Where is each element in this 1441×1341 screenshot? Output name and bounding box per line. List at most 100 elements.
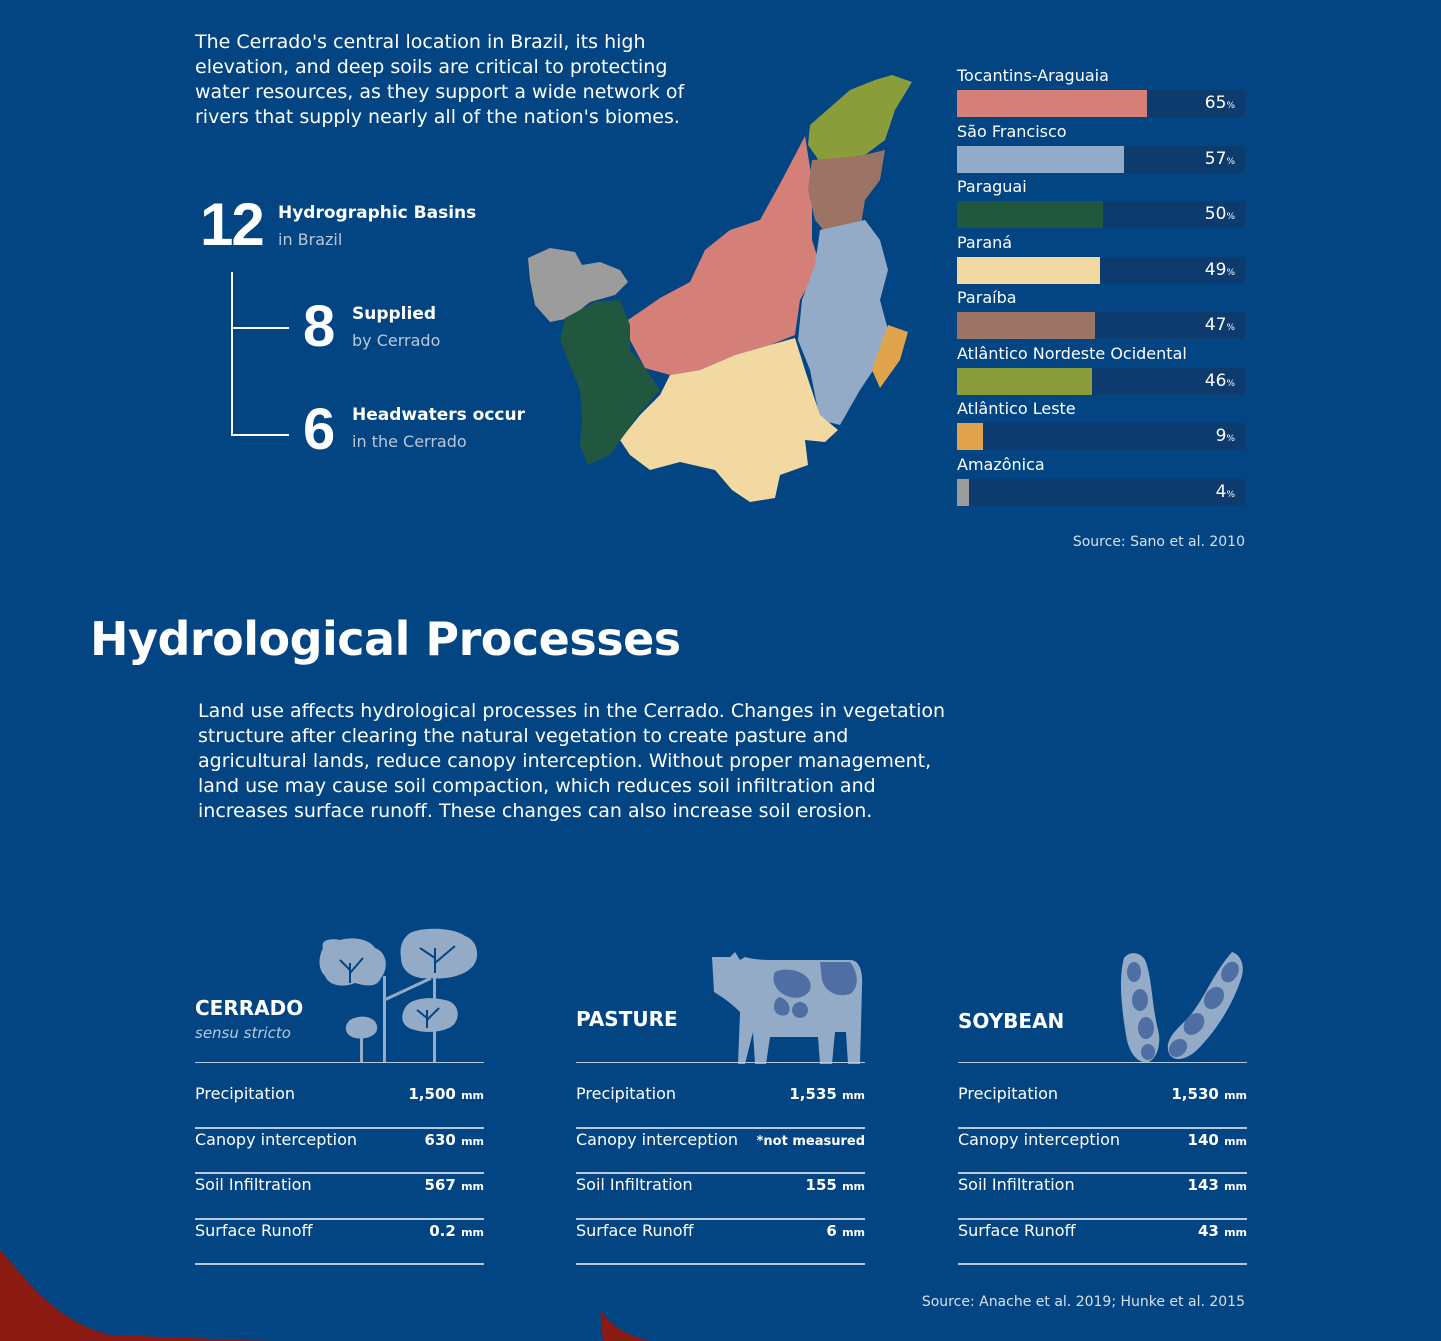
cerrado-subtitle: sensu stricto [195,1024,291,1042]
row-value: 630 mm [425,1131,484,1149]
basin-bar-fill [957,201,1104,228]
decorative-red-shape [0,1250,650,1341]
basin-bar-value-number: 49 [1204,259,1227,280]
basin-bar-track: 4% [957,478,1245,506]
basin-bar-label: Paraguai [957,177,1027,196]
row-value-number: 6 [826,1221,837,1240]
supplied-sub: by Cerrado [352,331,441,350]
basin-bar-value: 57% [1205,149,1235,169]
row-label: Precipitation [576,1084,677,1103]
row-value-unit: mm [461,1089,484,1102]
row-value-number: *not measured [756,1133,865,1149]
row-label: Canopy interception [195,1129,357,1149]
basin-bar-fill [957,145,1124,173]
row-label: Soil Infiltration [958,1175,1075,1194]
basins-number: 12 [200,191,265,258]
headwaters-sub: in the Cerrado [352,432,467,451]
tree-branch-supplied [231,327,289,329]
table-row: Canopy interception 630 mm [195,1129,484,1174]
row-value: 1,535 mm [789,1085,865,1103]
basin-bar-row: Paraguai 50% [957,175,1247,231]
basin-bar-value-unit: % [1226,434,1235,444]
table-row: Precipitation 1,535 mm [576,1083,865,1129]
pasture-rule [576,1062,865,1063]
pasture-table: Precipitation 1,535 mm Canopy interception… [576,1083,865,1265]
table-row: Canopy interception *not measured [576,1129,865,1174]
basin-bar-value-unit: % [1226,156,1235,167]
row-value: 1,500 mm [408,1085,484,1103]
basins-title: Hydrographic Basins [278,203,477,223]
headwaters-number: 6 [303,397,336,462]
table-row: Canopy interception 140 mm [958,1129,1247,1174]
basin-bar-track: 65% [957,90,1245,117]
basin-bar-track: 49% [957,256,1245,284]
basin-bar-label: São Francisco [957,121,1067,141]
basin-bar-label: Paraíba [957,288,1017,307]
basin-bar-row: São Francisco 57% [957,120,1247,176]
row-value-unit: mm [842,1225,865,1239]
basin-bar-track: 57% [957,145,1245,173]
row-value: 155 mm [806,1176,865,1194]
basin-bar-row: Tocantins-Araguaia 65% [957,64,1247,120]
basin-bar-label: Tocantins-Araguaia [957,66,1109,85]
row-value-unit: mm [842,1089,865,1102]
basin-bar-fill [957,478,969,506]
table-row: Soil Infiltration 143 mm [958,1174,1247,1220]
tree-branch-headwaters [231,434,289,436]
basin-bar-row: Paraíba 47% [957,286,1247,342]
row-value-unit: mm [1224,1134,1247,1148]
basin-bar-row: Amazônica 4% [957,453,1247,509]
basin-bar-value-number: 65 [1204,93,1227,113]
row-value-unit: mm [1224,1225,1247,1239]
row-value-unit: mm [1224,1089,1247,1102]
basin-bar-value: 50% [1205,204,1235,224]
trees-icon [319,928,478,1063]
row-value-number: 1,500 [408,1085,456,1103]
row-label: Precipitation [195,1084,296,1103]
basin-bar-track: 47% [957,312,1245,339]
basin-bar-value: 46% [1205,371,1235,391]
basin-bar-fill [957,423,984,450]
map-region-amazonica [528,248,628,322]
row-value-number: 140 [1187,1130,1219,1149]
soybean-rule [958,1062,1247,1063]
basin-bar-value: 4% [1216,482,1235,502]
row-label: Surface Runoff [195,1220,313,1240]
map-region-paraguai [560,300,660,465]
row-value: 143 mm [1188,1176,1247,1194]
basin-bar-value-unit: % [1226,489,1235,500]
table-row: Surface Runoff 0.2 mm [195,1220,484,1265]
row-value-number: 567 [424,1176,456,1194]
row-label: Soil Infiltration [195,1175,312,1194]
row-label: Precipitation [958,1084,1059,1103]
cerrado-title: CERRADO [195,996,304,1020]
basin-bar-value: 49% [1205,260,1235,280]
basin-bar-value-number: 46 [1204,370,1227,391]
row-value-unit: mm [1224,1180,1247,1193]
table-row: Precipitation 1,530 mm [958,1083,1247,1129]
cerrado-rule [195,1062,484,1063]
map-region-paraiba [808,150,885,238]
row-value: 0.2 mm [429,1222,484,1240]
intro-text: The Cerrado's central location in Brazil… [195,31,685,128]
row-value: *not measured [757,1131,865,1149]
basin-bar-value-unit: % [1226,323,1235,333]
basin-bar-value-unit: % [1226,267,1235,278]
source-sano: Source: Sano et al. 2010 [1072,534,1245,550]
basin-bar-label: Atlântico Nordeste Ocidental [957,343,1187,363]
row-value: 567 mm [425,1176,484,1194]
row-value: 6 mm [826,1222,865,1240]
headwaters-title: Headwaters occur [352,405,525,425]
supplied-number: 8 [303,294,336,359]
row-label: Surface Runoff [958,1220,1076,1240]
basin-bar-value-number: 50 [1204,204,1227,224]
row-value-unit: mm [461,1180,484,1193]
source-anache: Source: Anache et al. 2019; Hunke et al.… [921,1294,1245,1310]
basin-bar-value-number: 9 [1215,426,1227,446]
table-row: Surface Runoff 6 mm [576,1220,865,1265]
basin-bar-label: Amazônica [957,454,1045,474]
basin-bar-fill [957,367,1092,395]
basin-bar-label: Atlântico Leste [957,399,1076,418]
row-value-number: 43 [1197,1221,1219,1240]
cow-icon [712,952,863,1064]
